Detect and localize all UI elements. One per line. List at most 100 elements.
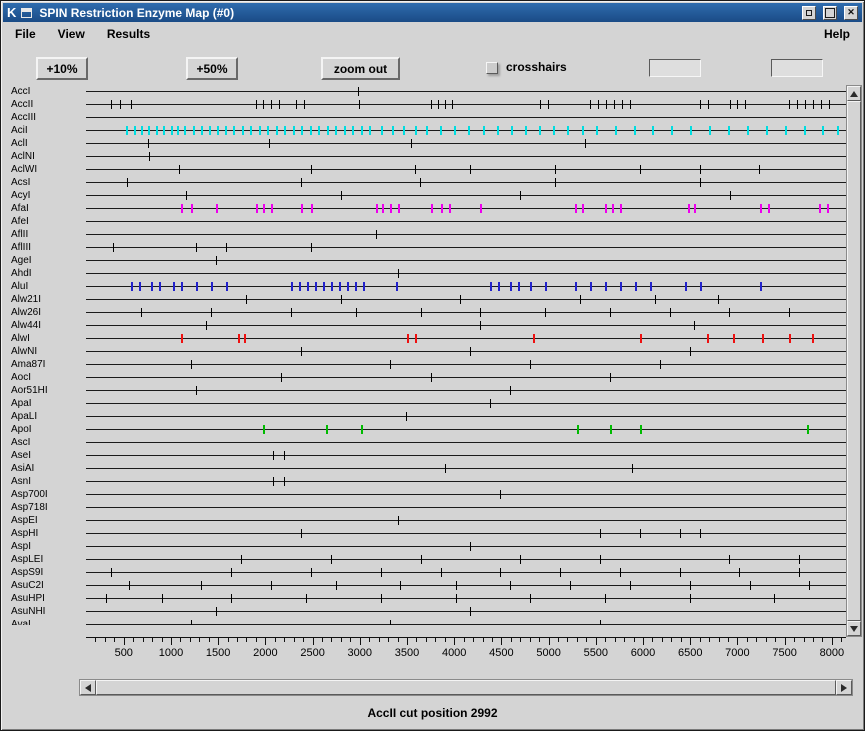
horizontal-scroll-thumb[interactable] xyxy=(96,680,836,695)
cut-site-tick xyxy=(391,126,394,135)
window-menu-icon[interactable] xyxy=(21,7,33,18)
minimize-button[interactable] xyxy=(802,5,816,20)
enzyme-cut-track[interactable] xyxy=(86,254,846,267)
axis-tick xyxy=(189,638,191,642)
kde-app-icon[interactable]: K xyxy=(7,5,17,20)
enzyme-cut-track[interactable] xyxy=(86,475,846,488)
cut-site-tick xyxy=(545,308,547,317)
enzyme-cut-track[interactable] xyxy=(86,423,846,436)
enzyme-cut-track[interactable] xyxy=(86,293,846,306)
menu-file[interactable]: File xyxy=(15,27,36,41)
enzyme-cut-track[interactable] xyxy=(86,98,846,111)
axis-tick xyxy=(812,638,814,642)
enzyme-cut-track[interactable] xyxy=(86,514,846,527)
enzyme-row: AscI xyxy=(1,436,848,449)
cut-site-tick xyxy=(445,464,447,473)
close-button[interactable] xyxy=(844,5,858,20)
vertical-scroll-thumb[interactable] xyxy=(847,101,861,621)
cut-site-tick xyxy=(444,100,446,109)
enzyme-cut-track[interactable] xyxy=(86,150,846,163)
enzyme-cut-track[interactable] xyxy=(86,488,846,501)
enzyme-cut-track[interactable] xyxy=(86,566,846,579)
cut-site-tick xyxy=(631,464,633,473)
cut-site-tick xyxy=(581,126,584,135)
enzyme-cut-track[interactable] xyxy=(86,124,846,137)
enzyme-cut-track[interactable] xyxy=(86,189,846,202)
enzyme-cut-track[interactable] xyxy=(86,436,846,449)
zoom-in-10-button[interactable]: +10% xyxy=(36,57,88,80)
crosshairs-checkbox[interactable] xyxy=(486,62,498,74)
vertical-scrollbar[interactable] xyxy=(846,85,862,637)
axis-tick xyxy=(595,638,597,645)
menu-view[interactable]: View xyxy=(57,27,85,41)
enzyme-cut-track[interactable] xyxy=(86,384,846,397)
enzyme-cut-track[interactable] xyxy=(86,540,846,553)
enzyme-cut-track[interactable] xyxy=(86,410,846,423)
zoom-out-button[interactable]: zoom out xyxy=(321,57,400,80)
cut-site-tick xyxy=(226,282,229,291)
axis-tick xyxy=(491,638,493,642)
enzyme-name-label: AccI xyxy=(11,86,31,97)
enzyme-cut-track[interactable] xyxy=(86,527,846,540)
enzyme-cut-track[interactable] xyxy=(86,371,846,384)
enzyme-cut-track[interactable] xyxy=(86,306,846,319)
axis-tick-label: 7000 xyxy=(725,647,750,659)
zoom-in-50-button[interactable]: +50% xyxy=(186,57,238,80)
cut-site-tick xyxy=(533,334,536,343)
menu-help[interactable]: Help xyxy=(823,27,850,41)
enzyme-cut-track[interactable] xyxy=(86,228,846,241)
enzyme-cut-track[interactable] xyxy=(86,501,846,514)
enzyme-cut-track[interactable] xyxy=(86,319,846,332)
enzyme-cut-track[interactable] xyxy=(86,176,846,189)
enzyme-cut-track[interactable] xyxy=(86,111,846,124)
titlebar[interactable]: K SPIN Restriction Enzyme Map (#0) xyxy=(3,3,862,22)
enzyme-row: AluI xyxy=(1,280,848,293)
enzyme-cut-track[interactable] xyxy=(86,241,846,254)
cut-site-tick xyxy=(520,191,522,200)
enzyme-cut-track[interactable] xyxy=(86,163,846,176)
axis-tick xyxy=(614,638,616,642)
cut-site-tick xyxy=(310,568,312,577)
menu-results[interactable]: Results xyxy=(106,27,151,41)
cut-site-tick xyxy=(269,139,271,148)
enzyme-baseline xyxy=(86,559,846,560)
enzyme-cut-track[interactable] xyxy=(86,358,846,371)
axis-tick xyxy=(369,638,371,642)
enzyme-cut-track[interactable] xyxy=(86,332,846,345)
cut-site-tick xyxy=(827,204,830,213)
enzyme-cut-track[interactable] xyxy=(86,592,846,605)
horizontal-scrollbar[interactable] xyxy=(79,679,853,696)
enzyme-cut-track[interactable] xyxy=(86,397,846,410)
cut-site-tick xyxy=(255,100,257,109)
cut-site-tick xyxy=(699,282,702,291)
enzyme-cut-track[interactable] xyxy=(86,202,846,215)
cut-site-tick xyxy=(606,100,608,109)
cut-site-tick xyxy=(669,308,671,317)
enzyme-cut-track[interactable] xyxy=(86,618,846,625)
cut-site-tick xyxy=(614,126,617,135)
enzyme-cut-track[interactable] xyxy=(86,462,846,475)
scroll-left-button[interactable] xyxy=(80,680,96,695)
enzyme-cut-track[interactable] xyxy=(86,553,846,566)
enzyme-cut-track[interactable] xyxy=(86,449,846,462)
cut-site-tick xyxy=(310,243,312,252)
enzyme-cut-track[interactable] xyxy=(86,85,846,98)
enzyme-cut-track[interactable] xyxy=(86,345,846,358)
maximize-button[interactable] xyxy=(823,5,837,20)
enzyme-cut-track[interactable] xyxy=(86,280,846,293)
cut-site-tick xyxy=(807,425,810,434)
axis-tick-label: 2500 xyxy=(300,647,325,659)
enzyme-cut-track[interactable] xyxy=(86,267,846,280)
scroll-down-button[interactable] xyxy=(847,621,861,636)
enzyme-cut-track[interactable] xyxy=(86,605,846,618)
enzyme-cut-track[interactable] xyxy=(86,137,846,150)
cut-site-tick xyxy=(530,282,533,291)
enzyme-cut-track[interactable] xyxy=(86,215,846,228)
enzyme-cut-track[interactable] xyxy=(86,579,846,592)
scroll-right-button[interactable] xyxy=(836,680,852,695)
position-field-1[interactable] xyxy=(649,59,701,77)
scroll-up-button[interactable] xyxy=(847,86,861,101)
cut-site-tick xyxy=(799,555,801,564)
cut-site-tick xyxy=(181,334,184,343)
position-field-2[interactable] xyxy=(771,59,823,77)
